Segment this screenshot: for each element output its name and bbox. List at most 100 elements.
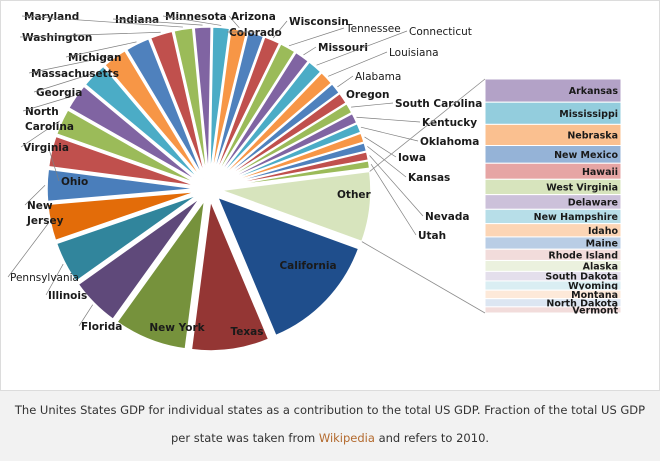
slice-tennessee <box>214 42 296 179</box>
slice-oklahoma <box>219 122 362 186</box>
label-oregon: Oregon <box>346 89 389 101</box>
label-iowa: Iowa <box>398 152 426 164</box>
figure-caption: The Unites States GDP for individual sta… <box>0 391 660 461</box>
leader-kentucky <box>356 116 421 123</box>
leader-ohio <box>49 150 60 182</box>
slice-oregon <box>218 92 348 183</box>
leader-florida <box>78 304 94 327</box>
leader-nevada <box>369 155 424 217</box>
leader-michigan <box>65 41 137 58</box>
connector-top <box>369 78 486 172</box>
bar-label-alaska: Alaska <box>583 261 618 272</box>
slice-other <box>220 170 372 243</box>
leader-washington <box>19 31 161 38</box>
label-indiana: Indiana <box>115 14 159 26</box>
caption-line-2: per state was taken from Wikipedia and r… <box>0 431 660 445</box>
slice-alabama <box>217 82 341 183</box>
slice-ohio <box>47 135 198 187</box>
label-oklahoma: Oklahoma <box>420 136 479 148</box>
leader-illinois <box>45 263 64 296</box>
leader-missouri <box>303 46 317 56</box>
leader-alabama <box>337 75 354 88</box>
label-kansas: Kansas <box>408 172 450 184</box>
slice-georgia <box>84 65 202 182</box>
slice-louisiana <box>217 71 333 182</box>
label-alabama: Alabama <box>355 71 401 83</box>
slice-north-carolina <box>67 85 200 183</box>
label-missouri: Missouri <box>318 42 368 54</box>
leader-tennessee <box>288 27 345 47</box>
bar-label-maine: Maine <box>586 239 618 250</box>
label-new-jersey-1: New <box>27 200 53 212</box>
leader-oklahoma <box>360 126 419 142</box>
bar-label-idaho: Idaho <box>588 226 619 237</box>
slice-new-jersey <box>46 168 198 203</box>
label-wisconsin: Wisconsin <box>289 16 349 28</box>
wikipedia-link[interactable]: Wikipedia <box>318 431 375 445</box>
label-maryland: Maryland <box>24 11 79 23</box>
label-georgia: Georgia <box>36 87 82 99</box>
slice-washington <box>149 30 207 178</box>
leader-new-jersey <box>24 185 46 206</box>
label-north-carolina-2: Carolina <box>25 121 74 133</box>
connector-bottom <box>361 241 486 314</box>
slice-texas <box>190 198 270 352</box>
bar-label-montana: Montana <box>571 290 618 301</box>
slice-florida <box>77 196 202 321</box>
label-ohio: Ohio <box>61 176 88 188</box>
label-michigan: Michigan <box>68 52 121 64</box>
label-virginia: Virginia <box>23 142 69 154</box>
leader-north-carolina <box>22 95 75 112</box>
bar-label-south-dakota: South Dakota <box>545 272 618 283</box>
leader-connecticut <box>316 30 408 66</box>
slice-connecticut <box>216 60 322 181</box>
caption-line-1: The Unites States GDP for individual sta… <box>14 403 646 417</box>
leader-iowa <box>364 136 397 158</box>
label-new-york: New York <box>149 322 205 334</box>
label-new-jersey-2: Jersey <box>26 215 64 227</box>
bar-label-nebraska: Nebraska <box>567 130 618 141</box>
label-massachusetts: Massachusetts <box>31 68 119 80</box>
label-washington: Washington <box>22 32 92 44</box>
label-pennsylvania: Pennsylvania <box>10 272 79 284</box>
label-kentucky: Kentucky <box>422 117 477 129</box>
bar-label-wyoming: Wyoming <box>568 281 618 292</box>
leader-wisconsin <box>272 20 288 39</box>
slice-indiana <box>193 26 212 178</box>
label-connecticut: Connecticut <box>409 26 472 38</box>
slice-massachusetts <box>103 49 203 180</box>
slice-maryland <box>172 27 208 178</box>
chart-frame: California Texas New York Florida Illinois Pe… <box>0 0 660 391</box>
leader-massachusetts <box>28 55 114 74</box>
slice-minnesota <box>209 26 231 178</box>
slice-california <box>216 195 360 337</box>
slice-utah <box>220 159 371 188</box>
leader-south-carolina <box>351 102 394 108</box>
bar-label-new-mexico: New Mexico <box>554 150 618 161</box>
label-south-carolina: South Carolina <box>395 98 482 110</box>
bar-label-arkansas: Arkansas <box>569 86 619 97</box>
bar-label-rhode-island: Rhode Island <box>548 250 618 261</box>
bar-label-new-hampshire: New Hampshire <box>534 212 618 223</box>
label-texas: Texas <box>231 326 264 338</box>
slice-kentucky <box>219 112 358 185</box>
caption-text-after-link: and refers to 2010. <box>374 431 490 445</box>
leader-pennsylvania <box>7 222 49 278</box>
bar-label-west-virginia: West Virginia <box>546 182 618 193</box>
leader-arizona <box>228 15 240 29</box>
label-colorado: Colorado <box>229 27 282 39</box>
label-florida: Florida <box>81 321 122 333</box>
slice-virginia <box>55 108 199 185</box>
leader-kansas <box>367 146 407 178</box>
label-louisiana: Louisiana <box>389 47 439 59</box>
label-tennessee: Tennessee <box>345 23 401 35</box>
label-nevada: Nevada <box>425 211 469 223</box>
label-north-carolina-1: North <box>25 106 59 118</box>
leader-minnesota <box>162 15 222 26</box>
bar-label-delaware: Delaware <box>568 197 618 208</box>
label-other: Other <box>337 189 372 201</box>
bar-label-vermont: Vermont <box>572 305 618 316</box>
leader-louisiana <box>328 51 388 77</box>
pie-of-pie-chart: California Texas New York Florida Illinois Pe… <box>7 11 622 352</box>
slice-michigan <box>125 37 205 179</box>
